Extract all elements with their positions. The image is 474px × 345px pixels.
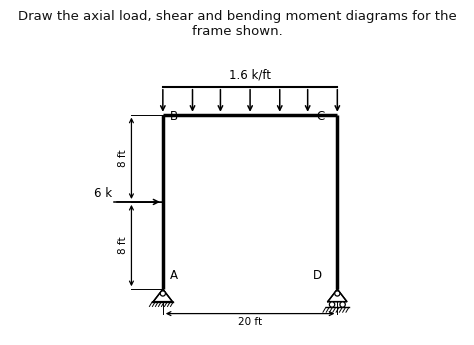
Text: B: B bbox=[170, 110, 178, 124]
Text: 1.6 k/ft: 1.6 k/ft bbox=[229, 69, 271, 81]
Text: 6 k: 6 k bbox=[94, 187, 112, 200]
Text: Draw the axial load, shear and bending moment diagrams for the frame shown.: Draw the axial load, shear and bending m… bbox=[18, 10, 456, 38]
Text: 8 ft: 8 ft bbox=[118, 237, 128, 254]
Circle shape bbox=[160, 291, 165, 296]
Polygon shape bbox=[328, 289, 347, 302]
Text: 8 ft: 8 ft bbox=[118, 149, 128, 167]
Polygon shape bbox=[153, 289, 173, 302]
Text: C: C bbox=[316, 110, 325, 124]
Circle shape bbox=[340, 302, 345, 307]
Circle shape bbox=[329, 302, 335, 307]
Text: A: A bbox=[170, 269, 178, 282]
Text: 20 ft: 20 ft bbox=[238, 317, 262, 327]
Text: D: D bbox=[313, 269, 322, 282]
Circle shape bbox=[335, 291, 340, 296]
